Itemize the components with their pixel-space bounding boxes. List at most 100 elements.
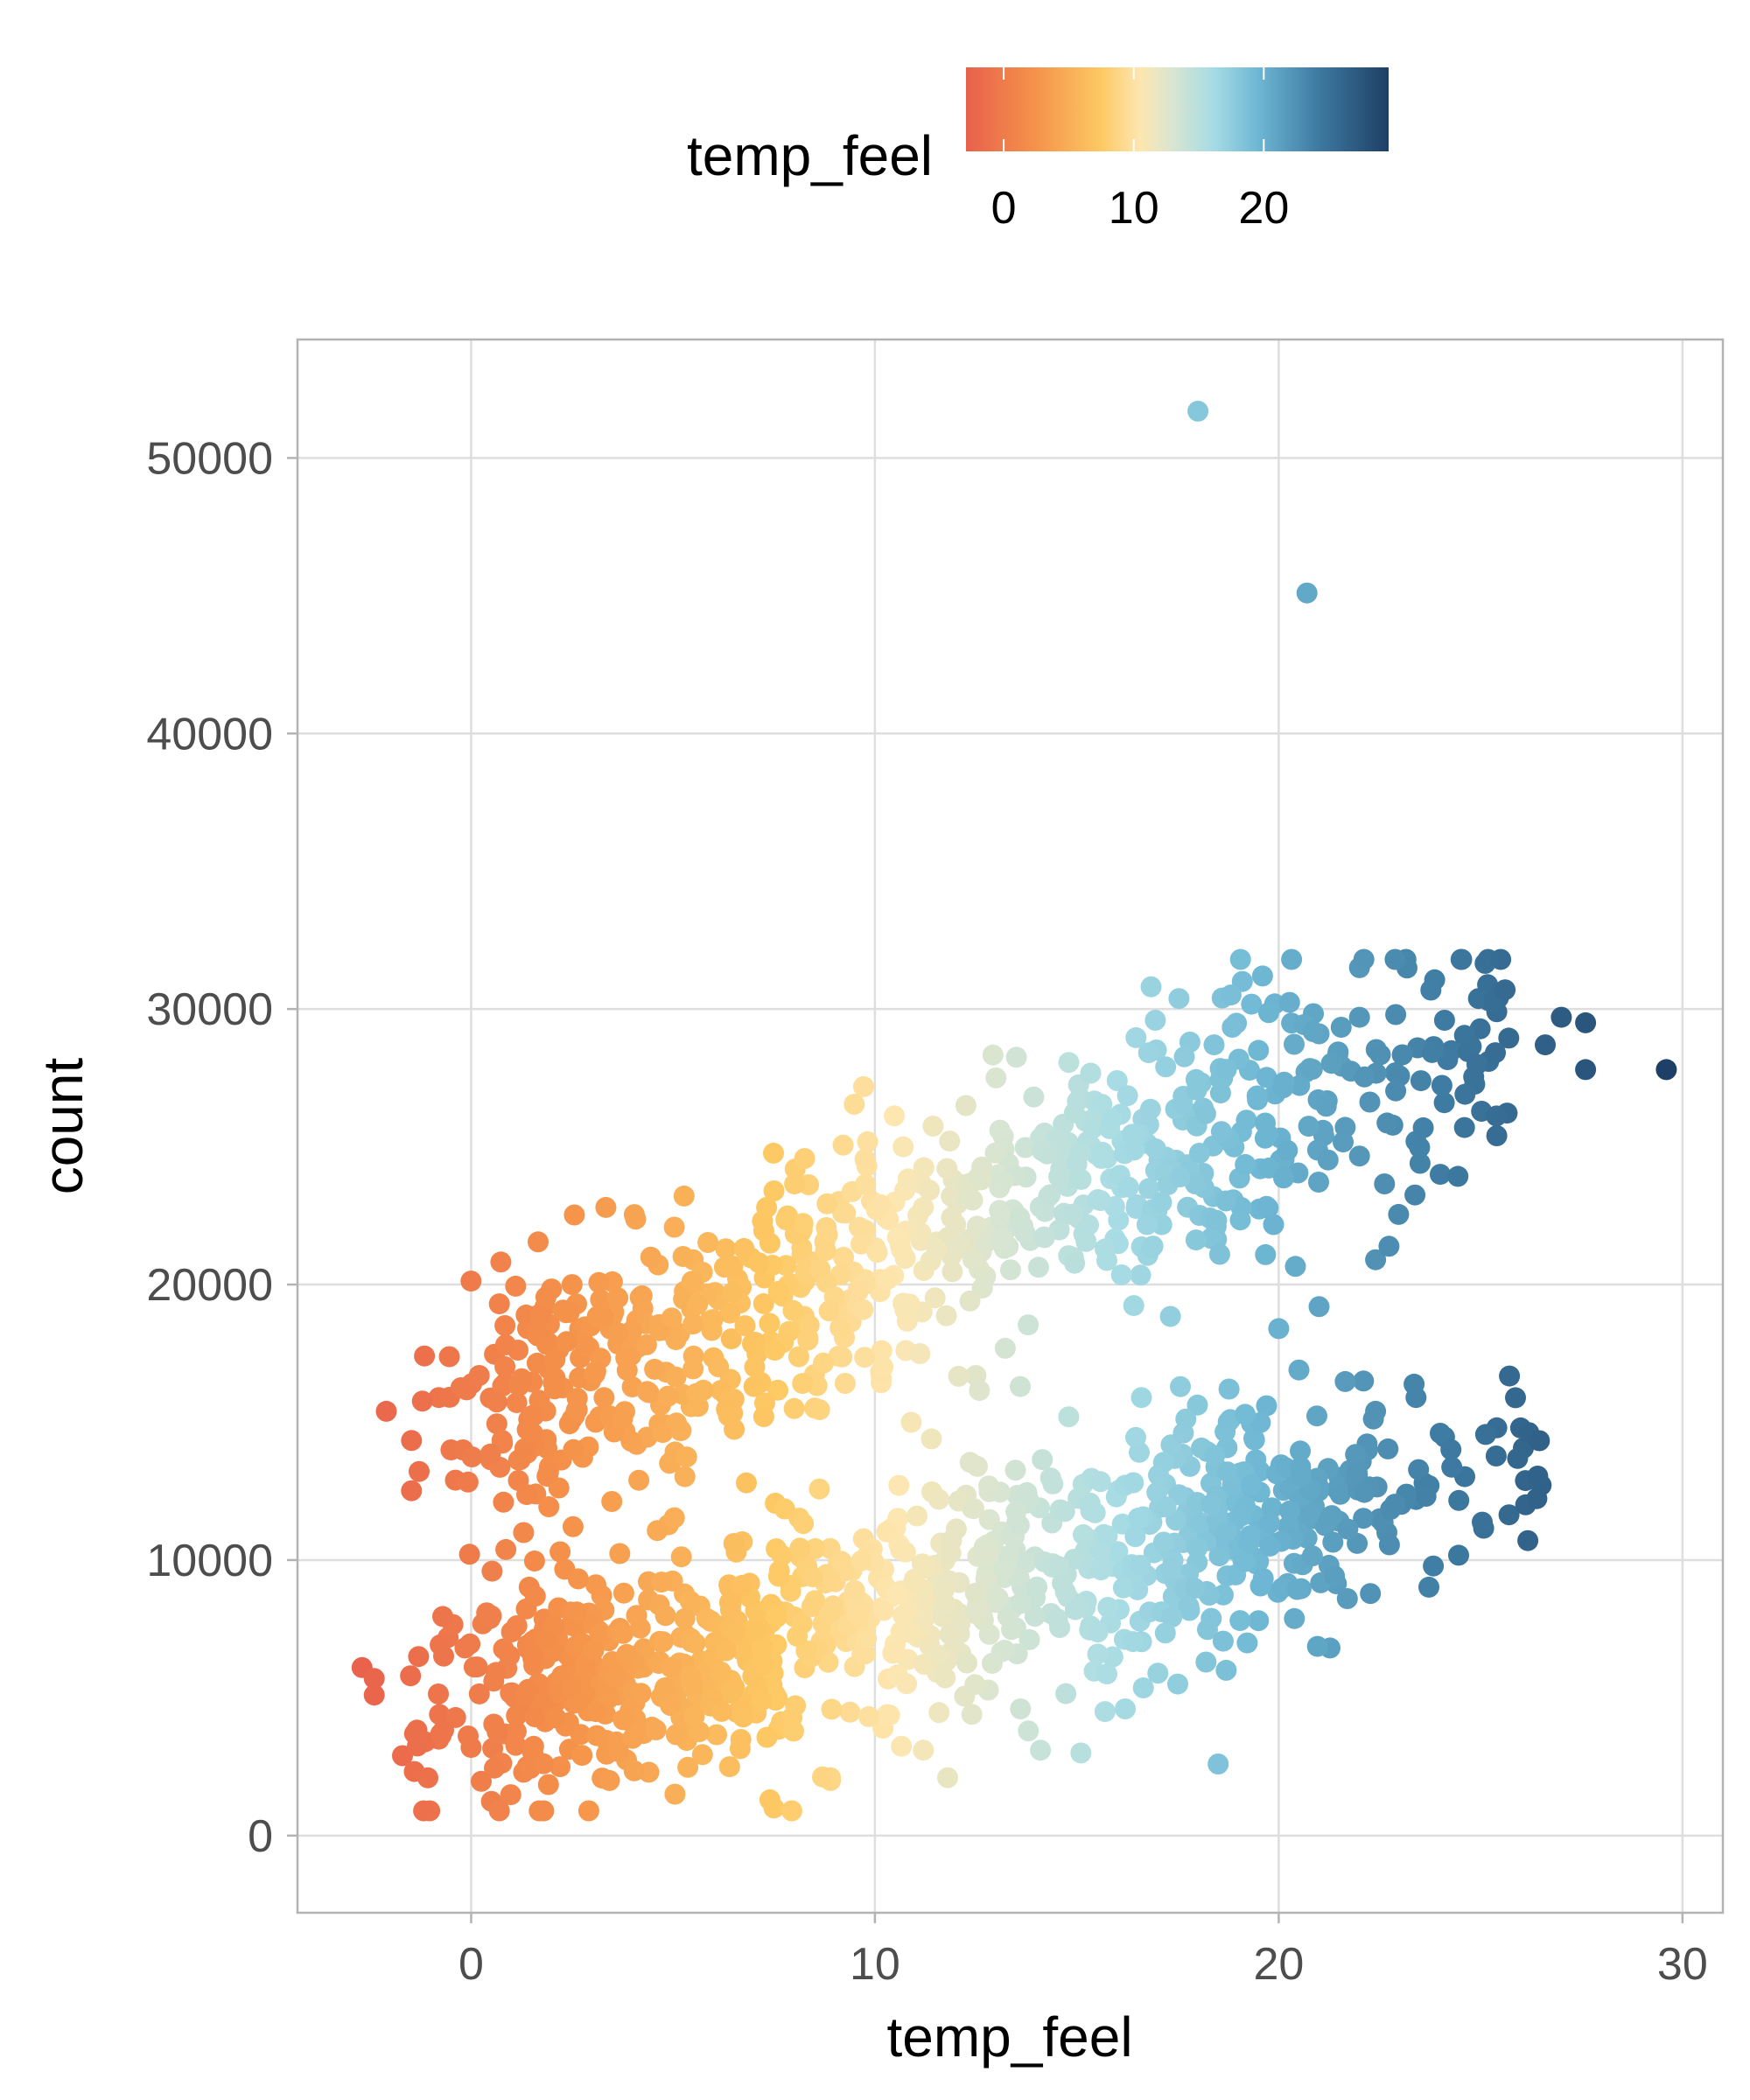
data-point: [1010, 1376, 1031, 1397]
data-point: [672, 1246, 694, 1267]
data-point: [942, 1261, 963, 1283]
data-point: [485, 1662, 507, 1684]
data-point: [819, 1567, 840, 1589]
data-point: [638, 1382, 660, 1404]
data-point: [1284, 1033, 1305, 1055]
data-point: [736, 1472, 757, 1494]
data-point: [612, 1622, 634, 1644]
data-point: [524, 1586, 546, 1607]
data-point: [1054, 1501, 1075, 1522]
data-point: [847, 1280, 869, 1302]
data-point: [744, 1619, 766, 1641]
data-point: [813, 1352, 834, 1374]
data-point: [732, 1706, 754, 1728]
data-point: [1418, 1576, 1439, 1598]
data-point: [1337, 1518, 1359, 1540]
data-point: [663, 1216, 685, 1238]
data-point: [411, 1390, 433, 1412]
data-point: [456, 1379, 478, 1401]
data-point: [564, 1204, 585, 1226]
data-point: [818, 1300, 840, 1322]
data-point: [535, 1628, 556, 1650]
data-point: [1154, 1622, 1176, 1644]
data-point: [1087, 1189, 1109, 1210]
data-point: [1329, 1483, 1351, 1505]
data-point: [748, 1252, 770, 1274]
data-point: [583, 1640, 605, 1661]
data-point: [1096, 1250, 1117, 1271]
data-point: [545, 1707, 567, 1729]
data-point: [1112, 1577, 1134, 1599]
data-point: [1170, 1376, 1191, 1397]
x-axis-title: temp_feel: [886, 2006, 1132, 2068]
data-point: [935, 1305, 957, 1326]
data-point: [1377, 1438, 1399, 1460]
data-point: [522, 1648, 544, 1670]
data-point: [1194, 1102, 1216, 1124]
data-point: [687, 1396, 709, 1418]
data-point: [1263, 1214, 1284, 1236]
data-point: [490, 1251, 512, 1273]
data-point: [926, 1238, 948, 1260]
data-point: [756, 1726, 778, 1748]
data-point: [494, 1334, 516, 1355]
data-point: [1251, 965, 1273, 987]
data-point: [1222, 1017, 1243, 1038]
data-point: [1353, 948, 1375, 970]
data-point: [1128, 1508, 1149, 1529]
data-point: [982, 1652, 1003, 1674]
data-point: [1138, 1178, 1159, 1200]
data-point: [1423, 1555, 1445, 1577]
data-point: [882, 1642, 904, 1664]
data-point: [535, 1286, 556, 1308]
data-point: [1374, 1173, 1396, 1194]
y-tick-label: 0: [248, 1811, 273, 1862]
data-point: [1107, 1541, 1129, 1563]
data-point: [1140, 976, 1162, 998]
data-point: [991, 1171, 1013, 1192]
data-point: [940, 1542, 962, 1564]
data-point: [856, 1628, 878, 1649]
data-point: [1203, 1034, 1225, 1056]
data-point: [732, 1640, 753, 1662]
data-point: [687, 1293, 709, 1315]
data-point: [962, 1498, 984, 1520]
data-point: [480, 1443, 501, 1465]
data-point: [752, 1220, 774, 1242]
data-point: [720, 1683, 742, 1704]
data-point: [768, 1560, 790, 1582]
data-point: [706, 1724, 727, 1746]
data-point: [571, 1745, 593, 1767]
y-axis-title: count: [32, 1058, 94, 1195]
data-point: [663, 1507, 685, 1529]
data-point: [850, 1550, 872, 1572]
data-point: [1235, 1153, 1256, 1175]
data-point: [1486, 1105, 1508, 1127]
data-point: [903, 1571, 925, 1592]
data-point: [483, 1713, 505, 1735]
data-point: [966, 1215, 988, 1237]
data-point: [719, 1302, 741, 1324]
data-point: [1144, 1138, 1166, 1159]
data-point: [607, 1287, 629, 1309]
data-point: [1485, 1042, 1506, 1064]
data-point: [1345, 1444, 1367, 1466]
data-point: [1376, 1112, 1398, 1134]
data-point: [628, 1469, 650, 1491]
y-axis: 0 10000 20000 30000 40000 50000: [146, 433, 298, 1862]
data-point: [1258, 1157, 1280, 1179]
data-point: [919, 1180, 941, 1201]
data-point: [1212, 1630, 1234, 1652]
data-point: [1048, 1556, 1070, 1578]
data-point: [1277, 1139, 1298, 1161]
y-tick-label: 50000: [146, 433, 273, 484]
legend: temp_feel 0 10 20: [687, 67, 1389, 234]
data-point: [1378, 1534, 1400, 1556]
data-point: [666, 1412, 688, 1434]
data-point: [888, 1474, 910, 1496]
data-point: [849, 1216, 870, 1238]
data-point: [724, 1620, 746, 1642]
data-point: [1147, 1662, 1169, 1684]
data-point: [1080, 1062, 1102, 1084]
data-point: [715, 1640, 737, 1662]
